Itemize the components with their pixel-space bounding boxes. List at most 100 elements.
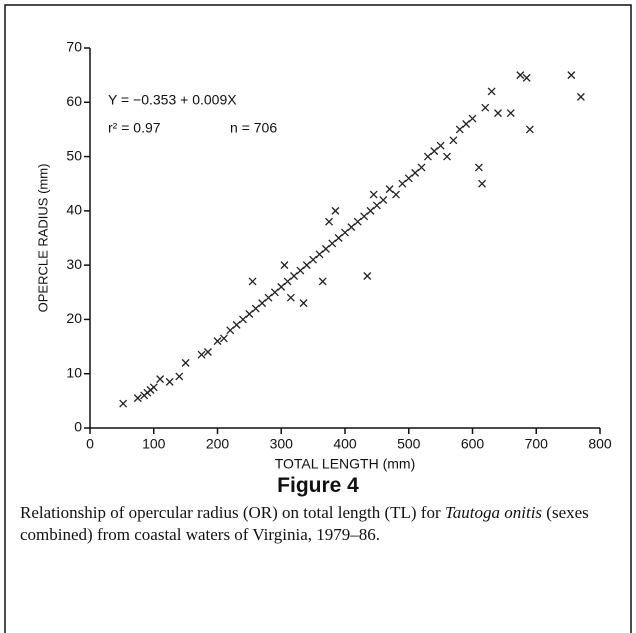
y-tick-label: 10 bbox=[66, 364, 82, 380]
x-axis-label: TOTAL LENGTH (mm) bbox=[275, 456, 416, 472]
point bbox=[325, 217, 334, 226]
x-tick-label: 200 bbox=[206, 436, 230, 452]
x-tick-label: 800 bbox=[588, 436, 612, 452]
point bbox=[363, 272, 372, 280]
y-tick-label: 30 bbox=[66, 256, 82, 272]
point bbox=[328, 239, 337, 248]
point bbox=[277, 282, 286, 291]
point bbox=[353, 217, 362, 226]
y-tick-label: 50 bbox=[66, 147, 82, 163]
caption: Relationship of opercular radius (OR) on… bbox=[20, 502, 620, 546]
point bbox=[436, 141, 445, 150]
point bbox=[133, 394, 142, 403]
point bbox=[283, 277, 292, 286]
point bbox=[149, 383, 158, 392]
point bbox=[366, 206, 375, 215]
annotation: Y = −0.353 + 0.009X bbox=[108, 92, 237, 108]
point bbox=[576, 92, 585, 101]
point bbox=[226, 326, 235, 335]
point bbox=[165, 377, 174, 386]
figure-title: Figure 4 bbox=[277, 474, 359, 497]
point bbox=[213, 337, 222, 346]
point bbox=[119, 399, 128, 408]
point bbox=[248, 277, 257, 286]
point bbox=[181, 358, 190, 367]
point bbox=[478, 179, 487, 188]
y-tick-label: 40 bbox=[66, 202, 82, 218]
point bbox=[197, 350, 206, 359]
point bbox=[474, 163, 483, 172]
point bbox=[443, 152, 451, 161]
x-tick-label: 500 bbox=[397, 436, 421, 452]
point bbox=[525, 125, 534, 134]
point bbox=[423, 152, 432, 161]
x-tick-label: 300 bbox=[270, 436, 294, 452]
point bbox=[239, 315, 247, 324]
caption-text: Relationship of opercular radius (OR) on… bbox=[20, 503, 445, 522]
point bbox=[302, 261, 311, 270]
point bbox=[462, 120, 471, 128]
point bbox=[264, 293, 273, 302]
point bbox=[404, 174, 413, 183]
point bbox=[372, 201, 381, 210]
point bbox=[506, 109, 515, 118]
point bbox=[318, 277, 327, 286]
point bbox=[232, 320, 241, 329]
point bbox=[468, 114, 477, 123]
point bbox=[156, 375, 165, 384]
y-tick-label: 0 bbox=[74, 419, 82, 435]
point bbox=[270, 288, 279, 297]
x-tick-label: 400 bbox=[333, 436, 357, 452]
point bbox=[449, 136, 458, 145]
point bbox=[286, 293, 295, 302]
point bbox=[203, 348, 212, 356]
point bbox=[417, 163, 426, 172]
y-tick-label: 20 bbox=[66, 310, 82, 326]
y-tick-label: 60 bbox=[66, 93, 82, 109]
point bbox=[379, 196, 388, 204]
frame bbox=[4, 4, 632, 633]
point bbox=[392, 190, 400, 199]
x-tick-label: 600 bbox=[461, 436, 485, 452]
y-tick-label: 70 bbox=[66, 39, 82, 55]
point bbox=[455, 125, 464, 134]
point bbox=[360, 212, 369, 221]
point bbox=[315, 250, 324, 259]
point bbox=[309, 255, 318, 264]
point bbox=[280, 261, 289, 270]
point bbox=[290, 272, 298, 280]
point bbox=[494, 109, 502, 118]
point bbox=[516, 71, 525, 80]
point bbox=[487, 87, 496, 96]
x-tick-label: 700 bbox=[525, 436, 549, 452]
point bbox=[331, 206, 340, 215]
point bbox=[481, 103, 490, 112]
point bbox=[347, 223, 356, 232]
point bbox=[369, 190, 378, 199]
caption-text: (sexes combined) from coastal waters of … bbox=[20, 503, 589, 544]
point bbox=[411, 168, 420, 177]
annotation: n = 706 bbox=[230, 120, 277, 136]
point bbox=[258, 299, 267, 308]
caption-species: Tautoga onitis bbox=[444, 503, 543, 522]
point bbox=[430, 147, 439, 156]
point bbox=[567, 71, 576, 80]
annotation: r² = 0.97 bbox=[108, 120, 161, 136]
x-tick-label: 100 bbox=[142, 436, 166, 452]
x-tick-label: 0 bbox=[86, 436, 94, 452]
point bbox=[398, 179, 407, 188]
point bbox=[175, 372, 184, 381]
point bbox=[251, 304, 260, 313]
point bbox=[341, 228, 349, 237]
point bbox=[522, 73, 531, 82]
point bbox=[385, 185, 394, 194]
point bbox=[321, 244, 330, 253]
point bbox=[299, 299, 308, 308]
y-axis-label: OPERCLE RADIUS (mm) bbox=[35, 164, 50, 313]
point bbox=[245, 310, 254, 318]
point bbox=[334, 234, 343, 242]
point bbox=[296, 266, 305, 275]
point bbox=[219, 334, 228, 343]
